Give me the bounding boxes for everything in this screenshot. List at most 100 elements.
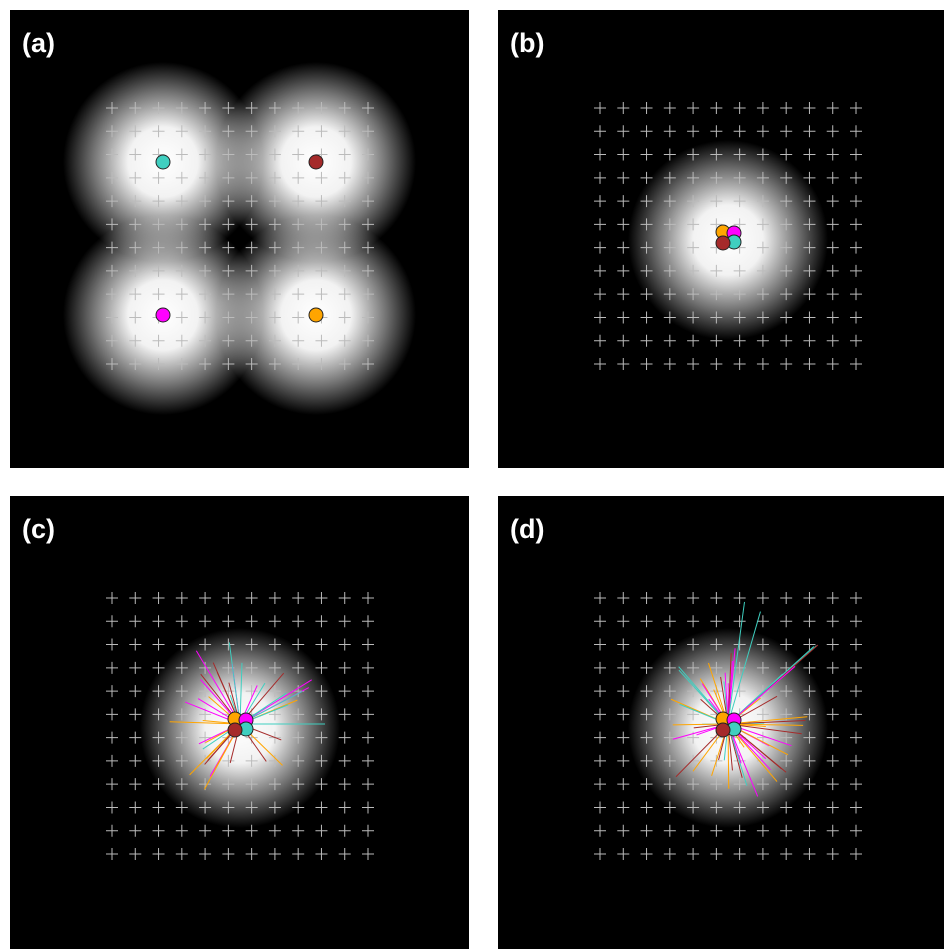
grid-cross (594, 801, 606, 814)
grid-cross (362, 264, 374, 277)
grid-cross (152, 708, 165, 721)
grid-cross (756, 824, 769, 837)
grid-cross (152, 195, 165, 208)
grid-cross (826, 824, 839, 837)
grid-cross (803, 241, 816, 254)
grid-cross (315, 615, 328, 628)
grid-cross (338, 661, 351, 674)
grid-cross (803, 125, 816, 138)
grid-cross (152, 754, 165, 767)
grid-cross (175, 125, 188, 138)
grid-cross (687, 638, 700, 651)
grid-cross (106, 125, 118, 138)
grid-cross (199, 824, 212, 837)
grid-cross (106, 708, 118, 721)
grid-cross (199, 218, 212, 231)
grid-cross (175, 731, 188, 744)
grid-cross (617, 171, 630, 184)
grid-cross (803, 171, 816, 184)
grid-cross (245, 685, 258, 698)
grid-cross (850, 754, 862, 767)
grid-cross (687, 334, 700, 347)
grid-cross (175, 615, 188, 628)
grid-cross (292, 334, 305, 347)
grid-cross (687, 264, 700, 277)
grid-cross (268, 311, 281, 324)
grid-cross (362, 334, 374, 347)
grid-cross (268, 848, 281, 860)
grid-cross (826, 708, 839, 721)
grid-cross (594, 592, 606, 604)
grid-cross (756, 195, 769, 208)
grid-cross (687, 754, 700, 767)
grid-cross (780, 195, 793, 208)
grid-cross (152, 171, 165, 184)
panel-a (10, 10, 469, 468)
grid-cross (780, 148, 793, 161)
grid-cross (710, 778, 723, 791)
grid-cross (850, 102, 862, 114)
grid-cross (780, 288, 793, 301)
grid-cross (292, 848, 305, 860)
grid-cross (268, 264, 281, 277)
grid-cross (803, 731, 816, 744)
grid-cross (175, 778, 188, 791)
grid-cross (292, 708, 305, 721)
grid-cross (733, 148, 746, 161)
grid-cross (594, 148, 606, 161)
grid-cross (780, 311, 793, 324)
grid-cross (362, 824, 374, 837)
grid-cross (362, 311, 374, 324)
grid-cross (268, 615, 281, 628)
grid-cross (199, 685, 212, 698)
grid-cross (175, 685, 188, 698)
grid-cross (129, 125, 142, 138)
grid-cross (780, 125, 793, 138)
grid-cross (663, 685, 676, 698)
grid-cross (222, 778, 235, 791)
grid-cross (222, 592, 235, 604)
grid-cross (292, 778, 305, 791)
grid-cross (362, 358, 374, 370)
grid-cross (710, 731, 723, 744)
grid-cross (850, 241, 862, 254)
grid-cross (106, 148, 118, 161)
grid-cross (152, 264, 165, 277)
grid-cross (850, 334, 862, 347)
grid-cross (245, 592, 258, 604)
grid-cross (803, 661, 816, 674)
grid-cross (617, 848, 630, 860)
grid-cross (850, 218, 862, 231)
grid-cross (710, 218, 723, 231)
grid-cross (756, 801, 769, 814)
grid-cross (292, 125, 305, 138)
ray (727, 611, 761, 725)
grid-cross (222, 801, 235, 814)
grid-cross (222, 288, 235, 301)
grid-cross (152, 241, 165, 254)
grid-cross (175, 592, 188, 604)
grid-cross (106, 685, 118, 698)
grid-cross (803, 848, 816, 860)
grid-cross (826, 778, 839, 791)
grid-cross (826, 801, 839, 814)
grid-cross (129, 241, 142, 254)
grid-cross (640, 661, 653, 674)
grid-cross (129, 592, 142, 604)
grid-cross (617, 685, 630, 698)
particle (155, 154, 171, 170)
grid-cross (129, 754, 142, 767)
grid-cross (199, 754, 212, 767)
grid-cross (129, 264, 142, 277)
grid-cross (175, 358, 188, 370)
grid-cross (362, 708, 374, 721)
grid-cross (803, 824, 816, 837)
grid-cross (129, 661, 142, 674)
grid-cross (338, 685, 351, 698)
grid-cross (733, 778, 746, 791)
grid-cross (687, 148, 700, 161)
grid-cross (222, 638, 235, 651)
grid-cross (687, 358, 700, 370)
grid-cross (152, 125, 165, 138)
grid-cross (245, 754, 258, 767)
